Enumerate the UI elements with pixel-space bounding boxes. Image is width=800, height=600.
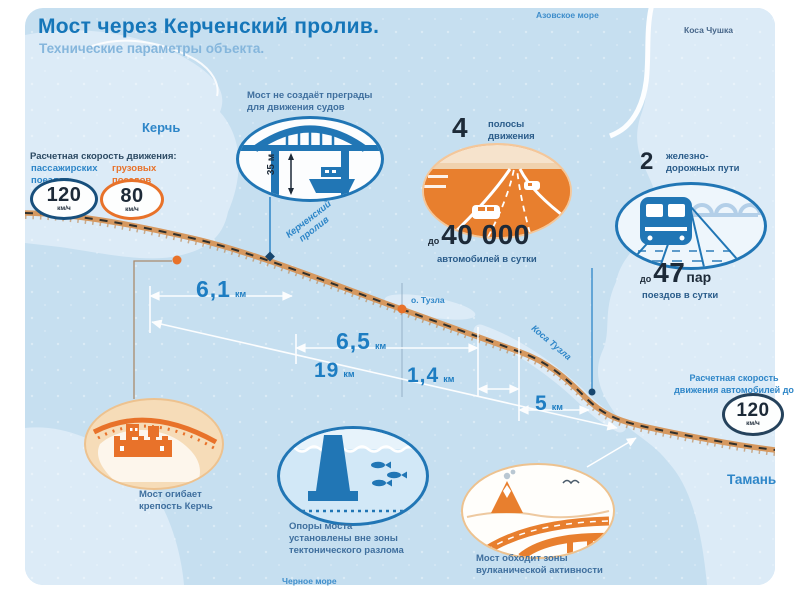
page-title: Мост через Керченский пролив. (38, 15, 380, 38)
channel-marker (265, 251, 275, 262)
pillar-circle (277, 426, 429, 526)
highway-circle (422, 143, 572, 239)
distance-1-4: 1,4 км (407, 364, 455, 387)
chushka-spit-band (609, 8, 655, 139)
railway-circle (615, 182, 767, 270)
black-sea-label: Черное море (282, 576, 337, 586)
fortress-caption: Мост огибает крепость Керчь (139, 489, 213, 513)
highway-icon (424, 145, 570, 237)
fish-icons (371, 461, 407, 487)
clearance-label: 35 м (266, 153, 278, 176)
distance-6-5: 6,5 км (336, 328, 387, 354)
road-lanes-label: полосы движения (488, 119, 535, 143)
ship-caption: Мост не создаёт преграды для движения су… (247, 90, 373, 114)
train-speed-heading: Расчетная скорость движения: (30, 151, 177, 162)
pillar-caption: Опоры моста установлены вне зоны тектони… (289, 521, 404, 557)
rail-tracks-number: 2 (640, 148, 654, 175)
ship-under-bridge-icon (239, 125, 381, 199)
rail-capacity: до 47 пар (640, 257, 712, 288)
taman-label: Тамань (727, 472, 777, 487)
car-speed-caption: Расчетная скорость движения автомобилей … (674, 373, 794, 395)
road-capacity: до 40 000 (428, 219, 530, 250)
freight-speed-badge: 80 км/ч (100, 179, 164, 220)
train-icon (625, 197, 762, 267)
fortress-circle (84, 398, 224, 490)
dimension-lines (149, 286, 618, 431)
volcano-circle (461, 463, 615, 559)
page-subtitle: Технические параметры объекта. (39, 41, 265, 56)
fortress-site-dot (172, 255, 182, 265)
azov-sea-label: Азовское море (536, 10, 599, 20)
distance-5: 5 км (535, 392, 563, 415)
distance-6-1: 6,1 км (196, 276, 247, 302)
ship-clearance-circle: 35 м (236, 116, 384, 202)
arch-site-dot (397, 304, 407, 314)
road-lanes-number: 4 (452, 112, 468, 143)
bridge-pier-icon (280, 429, 426, 513)
volcano-caption: Мост обходит зоны вулканической активнос… (476, 553, 603, 577)
rail-tracks-label: железно- дорожных пути (666, 151, 740, 175)
kosa-chushka-label: Коса Чушка (684, 25, 733, 35)
fortress-icon (92, 417, 218, 482)
bird-icon (562, 479, 580, 485)
passenger-speed-badge: 120 км/ч (30, 178, 98, 220)
distance-19: 19 км (314, 359, 355, 382)
volcano-road-icon (466, 469, 613, 557)
road-capacity-caption: автомобилей в сутки (437, 254, 537, 265)
volcano-leader-arrow (586, 437, 637, 468)
tuzla-island-label: о. Тузла (411, 295, 445, 305)
rail-capacity-caption: поездов в сутки (642, 290, 719, 301)
taman-touch-dot (588, 388, 596, 396)
kerch-label: Керчь (142, 120, 181, 135)
coastline (91, 39, 219, 97)
car-speed-badge: 120 км/ч (722, 393, 784, 436)
fortress-leader-line (133, 260, 172, 399)
